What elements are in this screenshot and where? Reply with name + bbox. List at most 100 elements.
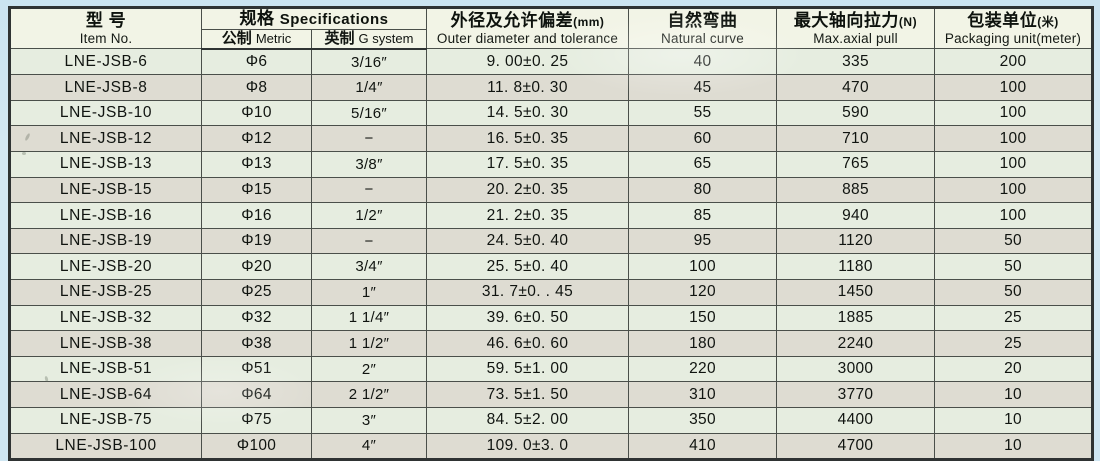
cell-metric: Φ13 (201, 151, 312, 178)
cell-g-system: − (311, 227, 427, 255)
cell-item-no: LNE-JSB-20 (9, 253, 202, 281)
cell-natural-curve: 350 (628, 407, 777, 434)
cell-metric: Φ10 (201, 99, 312, 127)
cell-outer-diameter: 11. 8±0. 30 (426, 74, 629, 101)
cell-outer-diameter: 24. 5±0. 40 (426, 227, 629, 255)
cell-packaging-unit: 100 (934, 151, 1093, 178)
cell-max-axial-pull: 1885 (776, 304, 935, 332)
cell-natural-curve: 95 (628, 227, 777, 255)
cell-natural-curve: 60 (628, 125, 777, 153)
cell-item-no: LNE-JSB-13 (9, 151, 202, 178)
cell-g-system: − (311, 176, 427, 204)
cell-metric: Φ6 (201, 48, 312, 76)
cell-outer-diameter: 14. 5±0. 30 (426, 99, 629, 127)
cell-natural-curve: 180 (628, 330, 777, 357)
cell-item-no: LNE-JSB-75 (9, 407, 202, 434)
cell-metric: Φ20 (201, 253, 312, 281)
cell-packaging-unit: 200 (934, 48, 1093, 76)
cell-g-system: 1 1/2″ (311, 330, 427, 357)
cell-item-no: LNE-JSB-64 (9, 381, 202, 409)
cell-g-system: 1/4″ (311, 74, 427, 101)
table-header: 型 号 Item No. 规格 Specifications 外径及允许偏差(m… (9, 6, 1093, 50)
header-specifications-group: 规格 Specifications (201, 7, 427, 30)
header-row-primary: 型 号 Item No. 规格 Specifications 外径及允许偏差(m… (9, 6, 1093, 50)
cell-metric: Φ25 (201, 279, 312, 306)
cell-max-axial-pull: 3770 (776, 381, 935, 409)
cell-item-no: LNE-JSB-8 (9, 74, 202, 101)
cell-max-axial-pull: 1450 (776, 279, 935, 306)
cell-packaging-unit: 100 (934, 176, 1093, 204)
cell-max-axial-pull: 4400 (776, 407, 935, 434)
cell-max-axial-pull: 4700 (776, 432, 935, 461)
cell-g-system: 3/8″ (311, 151, 427, 178)
cell-outer-diameter: 17. 5±0. 35 (426, 151, 629, 178)
cell-packaging-unit: 100 (934, 99, 1093, 127)
cell-max-axial-pull: 1120 (776, 227, 935, 255)
cell-outer-diameter: 59. 5±1. 00 (426, 355, 629, 383)
header-metric: 公制 Metric (201, 28, 312, 50)
header-max-axial-pull-en: Max.axial pull (813, 31, 898, 47)
cell-natural-curve: 65 (628, 151, 777, 178)
cell-item-no: LNE-JSB-10 (9, 99, 202, 127)
cell-natural-curve: 410 (628, 432, 777, 461)
cell-g-system: 5/16″ (311, 99, 427, 127)
header-max-axial-pull-zh: 最大轴向拉力(N) (793, 11, 918, 31)
table-row: LNE-JSB-6 Φ6 3/16″ 9. 00±0. 25 40 335 200 (9, 48, 1093, 76)
cell-g-system: 1″ (311, 279, 427, 306)
table-row: LNE-JSB-8 Φ8 1/4″ 11. 8±0. 30 45 470 100 (9, 74, 1093, 101)
cell-natural-curve: 40 (628, 48, 777, 76)
table-row: LNE-JSB-64 Φ64 2 1/2″ 73. 5±1. 50 310 3770 10 (9, 381, 1093, 409)
cell-outer-diameter: 16. 5±0. 35 (426, 125, 629, 153)
cell-natural-curve: 150 (628, 304, 777, 332)
cell-packaging-unit: 100 (934, 125, 1093, 153)
cell-natural-curve: 80 (628, 176, 777, 204)
table-row: LNE-JSB-75 Φ75 3″ 84. 5±2. 00 350 4400 10 (9, 407, 1093, 434)
header-packaging-unit-en: Packaging unit(meter) (944, 31, 1082, 47)
cell-outer-diameter: 109. 0±3. 0 (426, 432, 629, 461)
table-row: LNE-JSB-19 Φ19−24. 5±0. 40 95 1120 50 (9, 227, 1093, 255)
cell-metric: Φ15 (201, 176, 312, 204)
cell-packaging-unit: 10 (934, 381, 1093, 409)
cell-item-no: LNE-JSB-15 (9, 176, 202, 204)
table-row: LNE-JSB-10 Φ10 5/16″ 14. 5±0. 30 55 590 100 (9, 99, 1093, 127)
cell-g-system: 3″ (311, 407, 427, 434)
header-item-no-zh: 型 号 (85, 11, 127, 31)
cell-outer-diameter: 21. 2±0. 35 (426, 202, 629, 229)
header-g-system: 英制 G system (311, 28, 427, 50)
header-outer-diameter-zh: 外径及允许偏差(mm) (450, 11, 605, 31)
cell-metric: Φ32 (201, 304, 312, 332)
cell-g-system: 4″ (311, 432, 427, 461)
header-row-secondary: 公制 Metric 英制 G system (10, 28, 1093, 50)
cell-outer-diameter: 46. 6±0. 60 (426, 330, 629, 357)
cell-packaging-unit: 25 (934, 330, 1093, 357)
cell-packaging-unit: 100 (934, 74, 1093, 101)
header-g-system-zh: 英制 (324, 29, 355, 47)
header-packaging-unit-zh: 包装单位(米) (967, 11, 1059, 31)
table-row: LNE-JSB-16 Φ16 1/2″ 21. 2±0. 35 85 940 100 (9, 202, 1093, 229)
cell-max-axial-pull: 1180 (776, 253, 935, 281)
cell-g-system: 3/16″ (311, 48, 427, 76)
cell-g-system: 2 1/2″ (311, 381, 427, 409)
header-max-axial-pull: 最大轴向拉力(N) Max.axial pull (776, 6, 935, 50)
header-item-no: 型 号 Item No. (9, 6, 202, 50)
cell-natural-curve: 120 (628, 279, 777, 306)
cell-item-no: LNE-JSB-25 (9, 279, 202, 306)
cell-packaging-unit: 10 (934, 407, 1093, 434)
cell-max-axial-pull: 590 (776, 99, 935, 127)
header-natural-curve-en: Natural curve (661, 31, 744, 47)
table-row: LNE-JSB-100 Φ100 4″ 109. 0±3. 0 410 4700 10 (9, 432, 1093, 461)
cell-max-axial-pull: 885 (776, 176, 935, 204)
header-natural-curve-zh: 自然弯曲 (667, 11, 738, 31)
cell-outer-diameter: 20. 2±0. 35 (426, 176, 629, 204)
cell-natural-curve: 220 (628, 355, 777, 383)
cell-packaging-unit: 20 (934, 355, 1093, 383)
cell-item-no: LNE-JSB-6 (9, 48, 202, 76)
cell-natural-curve: 55 (628, 99, 777, 127)
cell-item-no: LNE-JSB-32 (9, 304, 202, 332)
table-row: LNE-JSB-25 Φ25 1″ 31. 7±0. . 45 120 1450 50 (9, 279, 1093, 306)
header-natural-curve: 自然弯曲 Natural curve (628, 6, 777, 50)
cell-g-system: 1 1/4″ (311, 304, 427, 332)
cell-natural-curve: 45 (628, 74, 777, 101)
cell-max-axial-pull: 3000 (776, 355, 935, 383)
cell-metric: Φ38 (201, 330, 312, 357)
